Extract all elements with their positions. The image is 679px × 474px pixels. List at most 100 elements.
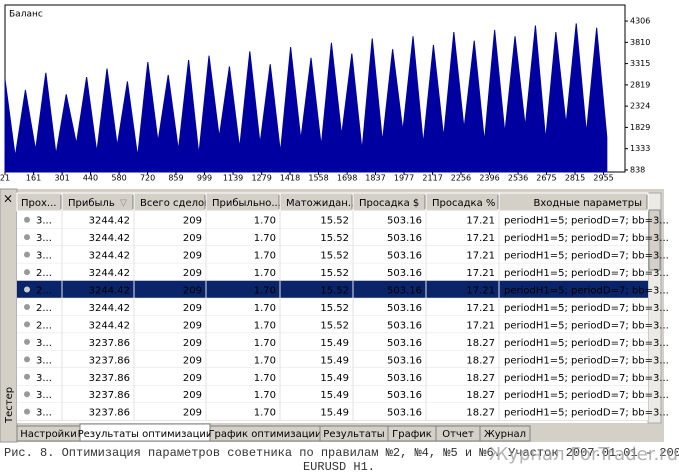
cell: 18.27	[466, 390, 495, 401]
cell: 3244.42	[89, 303, 130, 314]
row[interactable]	[17, 263, 648, 281]
cell: 209	[183, 251, 202, 262]
cell: periodH1=5; periodD=7; bb=3...	[504, 355, 669, 366]
selected-row[interactable]	[17, 280, 648, 299]
cell: 17.21	[466, 268, 495, 279]
x-tick-label: 1558	[308, 174, 328, 183]
cell: 503.16	[387, 268, 422, 279]
row-icon	[24, 234, 30, 241]
tab-label: Результаты	[323, 429, 384, 440]
cell: 3...	[36, 390, 52, 401]
cell: 15.52	[320, 251, 349, 262]
x-tick-label: 2256	[451, 174, 471, 183]
row[interactable]	[17, 350, 648, 369]
cell: 209	[183, 303, 202, 314]
cell: 3244.42	[89, 233, 130, 244]
cell: 3...	[36, 355, 52, 366]
cell: 2...	[36, 286, 52, 297]
x-tick-label: 2955	[593, 174, 613, 183]
x-tick-label: 1698	[337, 174, 357, 183]
column-header-label: Прибыльно...	[212, 198, 281, 209]
cell: 3...	[36, 251, 52, 262]
x-tick-label: 301	[54, 174, 69, 183]
cell: 209	[183, 233, 202, 244]
cell: 2...	[36, 268, 52, 279]
x-tick-label: 1279	[251, 174, 271, 183]
x-tick-label: 21	[0, 174, 10, 183]
cell: 17.21	[466, 286, 495, 297]
cell: 18.27	[466, 408, 495, 419]
x-tick-label: 440	[83, 174, 98, 183]
y-tick-label: 1829	[630, 123, 650, 132]
row-icon	[24, 321, 30, 328]
plot: 838 1333 1829 2324 2819 3315 3810 4306 21 161 301 4…	[0, 17, 650, 183]
row-icon	[24, 216, 30, 223]
cell: 209	[183, 355, 202, 366]
x-tick-label: 1139	[223, 174, 243, 183]
cell: 3...	[36, 216, 52, 227]
cell: periodH1=5; periodD=7; bb=3...	[504, 286, 669, 297]
row-icon	[24, 286, 30, 293]
row-icon	[24, 408, 30, 415]
balance-area	[4, 23, 608, 173]
cell: 1.70	[254, 233, 276, 244]
cell: 3237.86	[89, 390, 130, 401]
cell: 503.16	[387, 233, 422, 244]
row[interactable]	[17, 245, 648, 264]
cell: 3244.42	[89, 286, 130, 297]
cell: 209	[183, 320, 202, 331]
x-tick-label: 1837	[365, 174, 385, 183]
x-tick-label: 720	[140, 174, 155, 183]
sort-indicator: ▽	[120, 199, 127, 209]
x-tick-label: 2396	[479, 174, 499, 183]
caption-line: Рис. 8. Оптимизация параметров советника…	[4, 446, 679, 460]
column-header-label: Прох...	[21, 198, 56, 209]
row[interactable]	[17, 402, 648, 421]
cell: 18.27	[466, 355, 495, 366]
chart-title: Баланс	[9, 10, 43, 20]
row[interactable]	[17, 211, 648, 229]
cell: 503.16	[387, 251, 422, 262]
cell: 3237.86	[89, 408, 130, 419]
row-icon	[24, 251, 30, 258]
cell: 15.52	[320, 286, 349, 297]
row[interactable]	[17, 228, 648, 246]
cell: 503.16	[387, 216, 422, 227]
cell: periodH1=5; periodD=7; bb=3...	[504, 251, 669, 262]
cell: 15.52	[320, 216, 349, 227]
cell: 1.70	[254, 320, 276, 331]
y-tick-label: 2324	[630, 102, 650, 111]
row[interactable]	[17, 385, 648, 403]
x-tick-label: 859	[168, 174, 183, 183]
cell: 1.70	[254, 338, 276, 349]
row[interactable]	[17, 368, 648, 386]
x-tick-label: 161	[26, 174, 41, 183]
cell: 3244.42	[89, 216, 130, 227]
row[interactable]	[17, 333, 648, 351]
cell: 209	[183, 338, 202, 349]
cell: periodH1=5; periodD=7; bb=3...	[504, 233, 669, 244]
tab[interactable]	[479, 425, 531, 442]
x-tick-label: 1418	[280, 174, 300, 183]
cell: periodH1=5; periodD=7; bb=3...	[504, 303, 669, 314]
scroll-thumb[interactable]	[648, 209, 661, 271]
row[interactable]	[17, 315, 648, 334]
row[interactable]	[17, 298, 648, 316]
close-button[interactable]: ×	[3, 192, 13, 206]
cell: 1.70	[254, 216, 276, 227]
tab-label: График оптимизации	[208, 429, 321, 440]
watermark: Журнал ForTrader.ru	[489, 444, 678, 465]
cell: periodH1=5; periodD=7; bb=3...	[504, 320, 669, 331]
cell: 15.49	[320, 390, 349, 401]
y-tick-label: 2819	[630, 80, 650, 89]
x-tick-label: 2117	[422, 174, 442, 183]
cell: 1.70	[254, 390, 276, 401]
cell: 209	[183, 268, 202, 279]
cell: 503.16	[387, 303, 422, 314]
cell: periodH1=5; periodD=7; bb=3...	[504, 408, 669, 419]
cell: 503.16	[387, 373, 422, 384]
cell: 503.16	[387, 286, 422, 297]
cell: periodH1=5; periodD=7; bb=3...	[504, 390, 669, 401]
x-tick-label: 1977	[394, 174, 414, 183]
